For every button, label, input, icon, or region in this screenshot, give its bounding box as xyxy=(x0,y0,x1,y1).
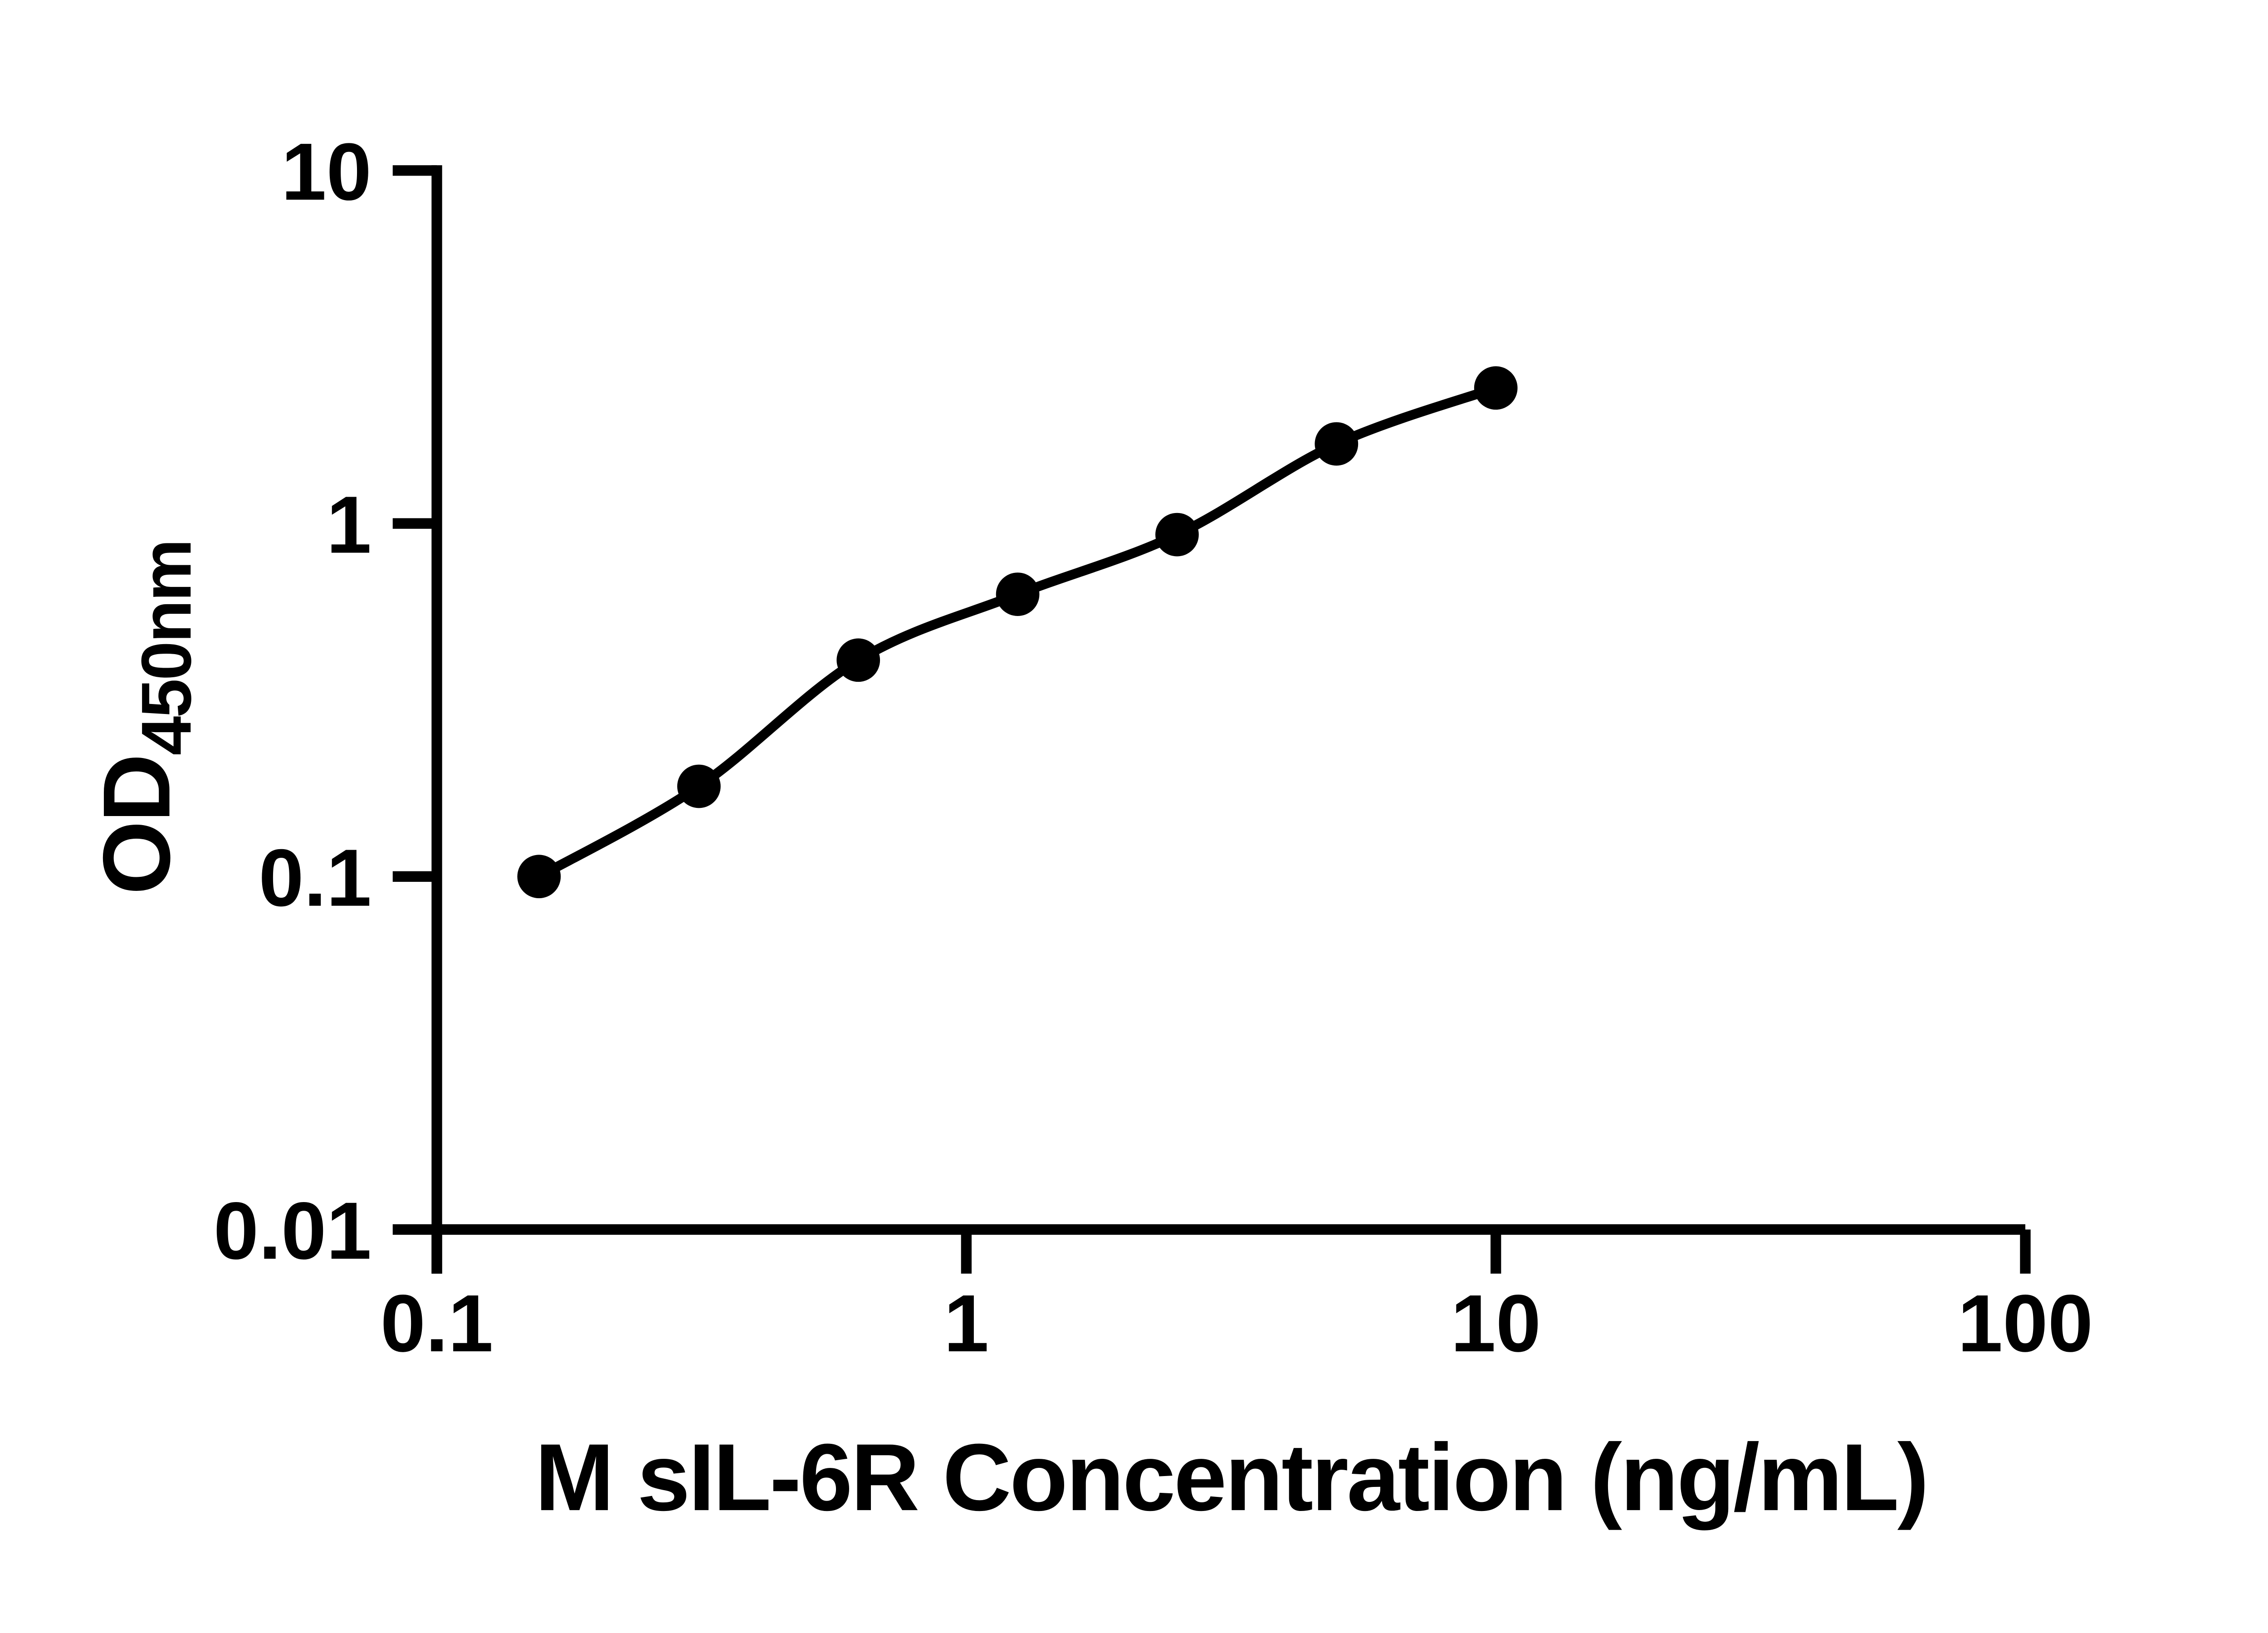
x-tick-label: 100 xyxy=(1958,1278,2093,1369)
data-point-7 xyxy=(1474,366,1518,410)
x-tick-label: 10 xyxy=(1451,1278,1541,1369)
data-point-6 xyxy=(1315,422,1359,466)
data-point-5 xyxy=(1155,513,1199,557)
y-tick-label: 10 xyxy=(281,126,371,217)
y-axis-title-main: OD xyxy=(83,755,190,895)
y-tick-label: 0.01 xyxy=(214,1185,371,1276)
data-point-1 xyxy=(517,855,561,899)
data-point-4 xyxy=(996,572,1040,616)
data-layer xyxy=(517,366,1518,899)
x-tick-label: 0.1 xyxy=(381,1278,494,1369)
y-tick-label: 0.1 xyxy=(259,832,371,923)
y-axis-title: OD450nm xyxy=(83,541,206,895)
data-point-3 xyxy=(836,638,880,682)
x-tick-label: 1 xyxy=(944,1278,989,1369)
y-axis-title-subscript: 450nm xyxy=(127,541,205,756)
fit-curve xyxy=(534,383,1501,881)
y-tick-label: 1 xyxy=(327,479,372,570)
data-point-2 xyxy=(677,764,721,808)
x-axis-title: M sIL-6R Concentration (ng/mL) xyxy=(535,1424,1927,1530)
